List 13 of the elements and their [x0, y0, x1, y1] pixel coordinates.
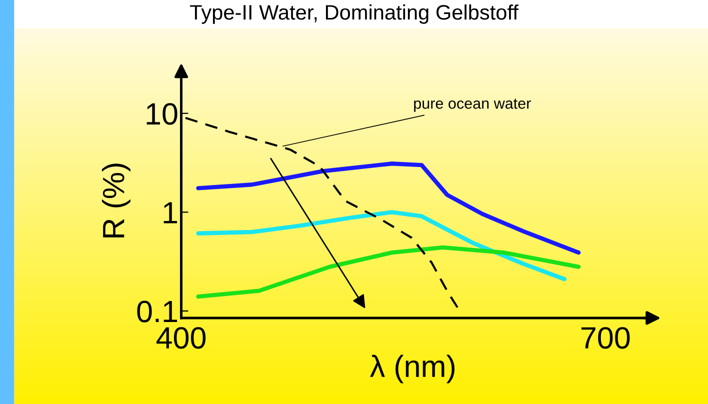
y-tick-label: 0.1 — [137, 300, 177, 322]
line-series — [196, 245, 581, 299]
chart-title: Type-II Water, Dominating Gelbstoff — [190, 4, 518, 24]
x-tick-label: 400 — [156, 327, 206, 349]
y-tick-label: 10 — [146, 103, 178, 125]
x-axis-title: λ (nm) — [370, 354, 455, 384]
x-tick-label: 700 — [581, 327, 630, 349]
annotation: pure ocean water — [414, 98, 531, 112]
y-axis-title: R (%) — [102, 164, 130, 238]
line-series — [196, 162, 581, 255]
line-series — [196, 210, 566, 282]
y-tick-label: 1 — [164, 202, 177, 224]
line-series — [184, 116, 460, 310]
